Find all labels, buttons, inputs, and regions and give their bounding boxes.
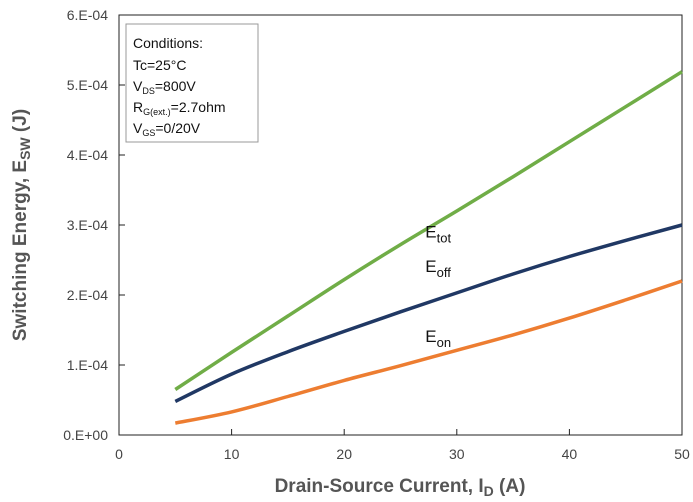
x-tick-label: 30 — [449, 446, 465, 462]
x-tick-label: 20 — [336, 446, 352, 462]
y-axis-ticks: 0.E+00 1.E-04 2.E-04 3.E-04 4.E-04 5.E-04 6.E-… — [63, 7, 125, 443]
series-label-etot: Etot — [425, 223, 451, 246]
x-axis-title: Drain-Source Current, ID (A) — [275, 476, 526, 499]
y-tick-label: 0.E+00 — [63, 427, 108, 443]
y-axis-title: Switching Energy, ESW (J) — [10, 109, 33, 341]
x-tick-label: 0 — [115, 446, 123, 462]
x-tick-label: 10 — [224, 446, 240, 462]
y-tick-label: 1.E-04 — [67, 357, 108, 373]
y-tick-label: 6.E-04 — [67, 7, 108, 23]
series-lines — [174, 70, 683, 425]
series-label-eon: Eon — [425, 327, 451, 350]
conditions-tc: Tc=25°C — [133, 57, 186, 73]
conditions-title: Conditions: — [133, 35, 203, 51]
series-line-etot — [174, 70, 683, 391]
conditions-rg: RG(ext.)=2.7ohm — [133, 99, 226, 117]
conditions-vds: VDS=800V — [133, 78, 196, 96]
y-tick-label: 4.E-04 — [67, 147, 108, 163]
y-tick-label: 2.E-04 — [67, 287, 108, 303]
conditions-box: Conditions: Tc=25°C VDS=800V RG(ext.)=2.… — [125, 23, 259, 143]
x-tick-label: 50 — [674, 446, 690, 462]
series-labels: Etot Eoff Eon — [425, 223, 451, 350]
x-tick-label: 40 — [562, 446, 578, 462]
series-line-eoff — [174, 223, 683, 403]
series-line-eon — [174, 279, 683, 425]
y-tick-label: 5.E-04 — [67, 77, 108, 93]
x-axis-ticks: 0 10 20 30 40 50 — [115, 429, 690, 462]
y-tick-label: 3.E-04 — [67, 217, 108, 233]
conditions-vgs: VGS=0/20V — [133, 120, 201, 138]
conditions-frame — [125, 23, 259, 143]
series-label-eoff: Eoff — [425, 257, 451, 280]
